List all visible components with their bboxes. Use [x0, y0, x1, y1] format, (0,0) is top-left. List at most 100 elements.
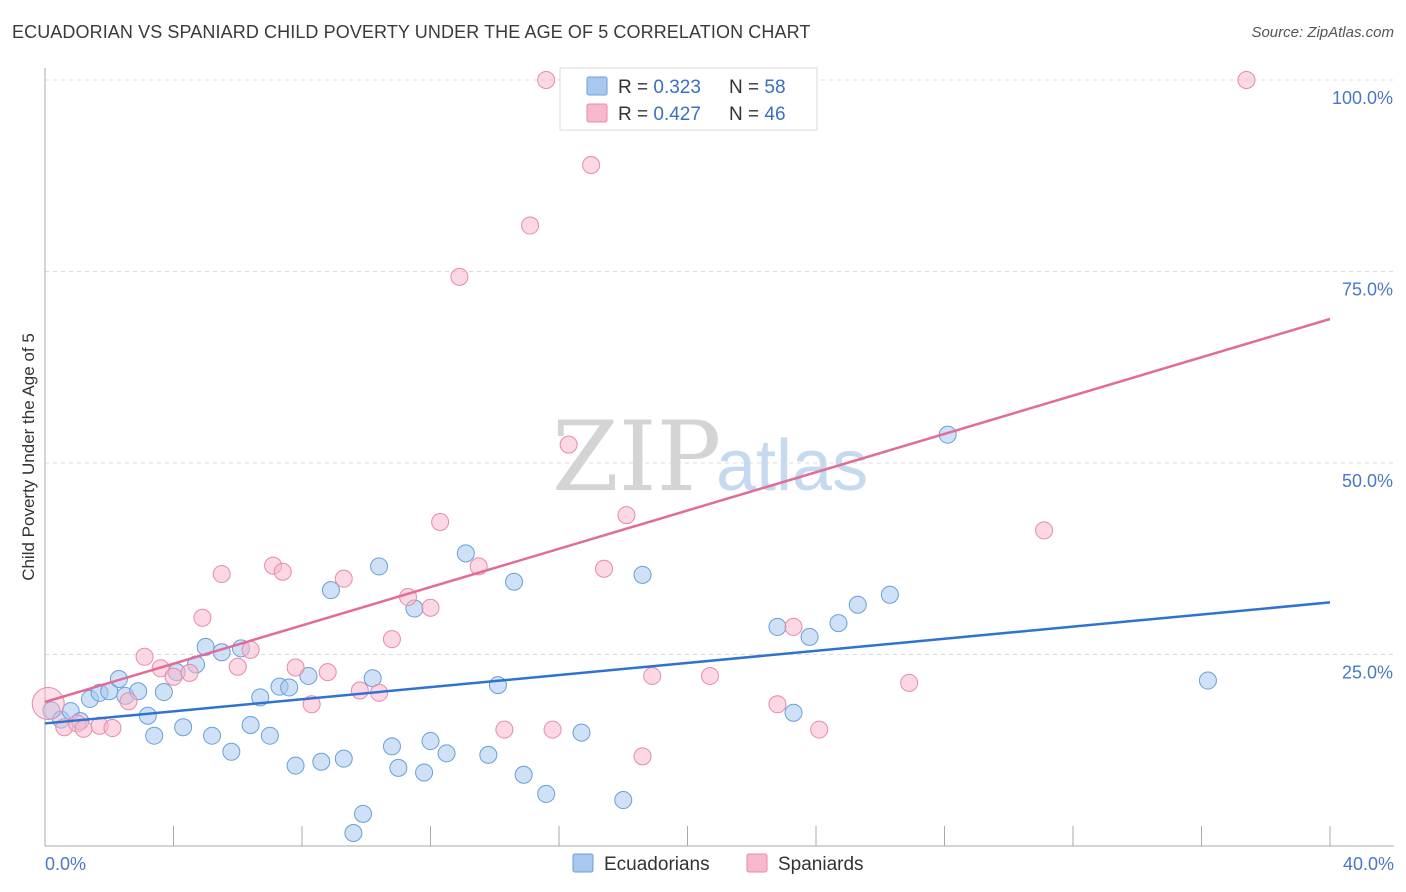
- point-spaniard: [1237, 71, 1256, 89]
- point-ecuadorian: [479, 745, 498, 764]
- y-axis-label: Child Poverty Under the Age of 5: [19, 333, 38, 581]
- point-spaniard: [633, 747, 652, 766]
- x-tick-label-min: 0.0%: [45, 854, 86, 874]
- point-spaniard: [164, 667, 183, 686]
- gridlines: [45, 79, 1394, 655]
- series-spaniards-points: [31, 71, 1256, 766]
- series-legend: Ecuadorians Spaniards: [572, 853, 864, 875]
- point-spaniard: [900, 673, 919, 692]
- point-spaniard: [559, 435, 578, 454]
- point-spaniard: [495, 720, 514, 739]
- chart-title: ECUADORIAN VS SPANIARD CHILD POVERTY UND…: [12, 22, 811, 42]
- trend-line-ecuadorians: [44, 601, 1331, 725]
- bottom-legend-swatch-spaniards: [746, 853, 768, 873]
- point-spaniard: [543, 720, 562, 739]
- point-ecuadorian: [299, 666, 318, 685]
- point-ecuadorian: [880, 585, 899, 604]
- point-spaniard: [521, 216, 540, 235]
- point-spaniard: [273, 562, 292, 581]
- point-spaniard: [617, 506, 636, 525]
- point-spaniard: [334, 569, 353, 588]
- point-spaniard: [103, 719, 122, 738]
- point-spaniard: [768, 695, 787, 714]
- point-spaniard: [302, 695, 321, 714]
- y-tick-label: 50.0%: [1342, 471, 1393, 491]
- legend-n-value: 58: [764, 77, 785, 98]
- point-ecuadorian: [537, 784, 556, 803]
- point-ecuadorian: [286, 756, 305, 775]
- watermark: ZIP atlas: [552, 401, 868, 513]
- bottom-legend-label-ecuadorians: Ecuadorians: [604, 854, 710, 875]
- point-spaniard: [784, 617, 803, 636]
- x-tick-label-max: 40.0%: [1343, 854, 1394, 874]
- point-ecuadorian: [321, 581, 340, 600]
- legend-r-label: R =: [618, 77, 653, 98]
- point-spaniard: [193, 608, 212, 627]
- y-axis-tick-labels: 25.0% 50.0% 75.0% 100.0%: [1332, 88, 1393, 683]
- bottom-legend-label-spaniards: Spaniards: [778, 854, 864, 875]
- y-tick-label: 25.0%: [1342, 663, 1393, 683]
- point-ecuadorian: [848, 595, 867, 614]
- point-ecuadorian: [784, 703, 803, 722]
- point-ecuadorian: [572, 723, 591, 742]
- point-ecuadorian: [174, 718, 193, 737]
- y-tick-label: 100.0%: [1332, 88, 1393, 108]
- point-ecuadorian: [505, 572, 524, 591]
- watermark-atlas: atlas: [716, 426, 868, 506]
- point-ecuadorian: [382, 737, 401, 756]
- point-ecuadorian: [456, 544, 475, 563]
- point-spaniard: [431, 512, 450, 531]
- point-ecuadorian: [138, 706, 157, 725]
- point-spaniard: [241, 640, 260, 659]
- legend-swatch-ecuadorians: [586, 76, 608, 96]
- point-ecuadorian: [222, 742, 241, 761]
- point-ecuadorian: [280, 678, 299, 697]
- point-ecuadorian: [241, 715, 260, 734]
- point-spaniard: [31, 687, 65, 721]
- point-spaniard: [643, 666, 662, 685]
- point-spaniard: [537, 71, 556, 89]
- point-spaniard: [810, 720, 829, 739]
- watermark-zip: ZIP: [552, 401, 721, 513]
- legend-n-label: N =: [729, 104, 764, 125]
- legend-row-spaniards: R = 0.427 N = 46: [618, 104, 786, 125]
- point-ecuadorian: [389, 758, 408, 777]
- legend-r-value: 0.427: [653, 104, 701, 125]
- point-ecuadorian: [260, 726, 279, 745]
- point-spaniard: [318, 663, 337, 682]
- point-ecuadorian: [154, 683, 173, 702]
- legend-r-label: R =: [618, 104, 653, 125]
- point-spaniard: [450, 267, 469, 286]
- legend-swatch-spaniards: [586, 103, 608, 123]
- legend-row-ecuadorians: R = 0.323 N = 58: [618, 77, 786, 98]
- point-ecuadorian: [312, 752, 331, 771]
- point-ecuadorian: [514, 765, 533, 784]
- trend-line-spaniards: [44, 317, 1331, 704]
- point-ecuadorian: [614, 791, 633, 810]
- point-ecuadorian: [145, 726, 164, 745]
- legend-n-value: 46: [764, 104, 785, 125]
- bottom-legend-swatch-ecuadorians: [572, 853, 594, 873]
- legend-n-label: N =: [729, 77, 764, 98]
- point-spaniard: [119, 692, 138, 711]
- point-spaniard: [1035, 521, 1054, 540]
- point-ecuadorian: [203, 726, 222, 745]
- point-spaniard: [594, 559, 613, 578]
- chart-source: Source: ZipAtlas.com: [1251, 24, 1394, 41]
- legend-r-value: 0.323: [653, 77, 701, 98]
- point-spaniard: [350, 681, 369, 700]
- point-spaniard: [180, 663, 199, 682]
- point-spaniard: [212, 565, 231, 584]
- x-axis-ticks: [44, 826, 1331, 846]
- point-ecuadorian: [354, 804, 373, 823]
- point-ecuadorian: [633, 565, 652, 584]
- point-ecuadorian: [829, 614, 848, 633]
- y-tick-label: 75.0%: [1342, 280, 1393, 300]
- point-spaniard: [286, 658, 305, 677]
- point-ecuadorian: [370, 557, 389, 576]
- point-ecuadorian: [415, 763, 434, 782]
- stats-legend: R = 0.323 N = 58 R = 0.427 N = 46: [559, 67, 818, 131]
- point-ecuadorian: [1198, 671, 1217, 690]
- point-spaniard: [74, 719, 93, 738]
